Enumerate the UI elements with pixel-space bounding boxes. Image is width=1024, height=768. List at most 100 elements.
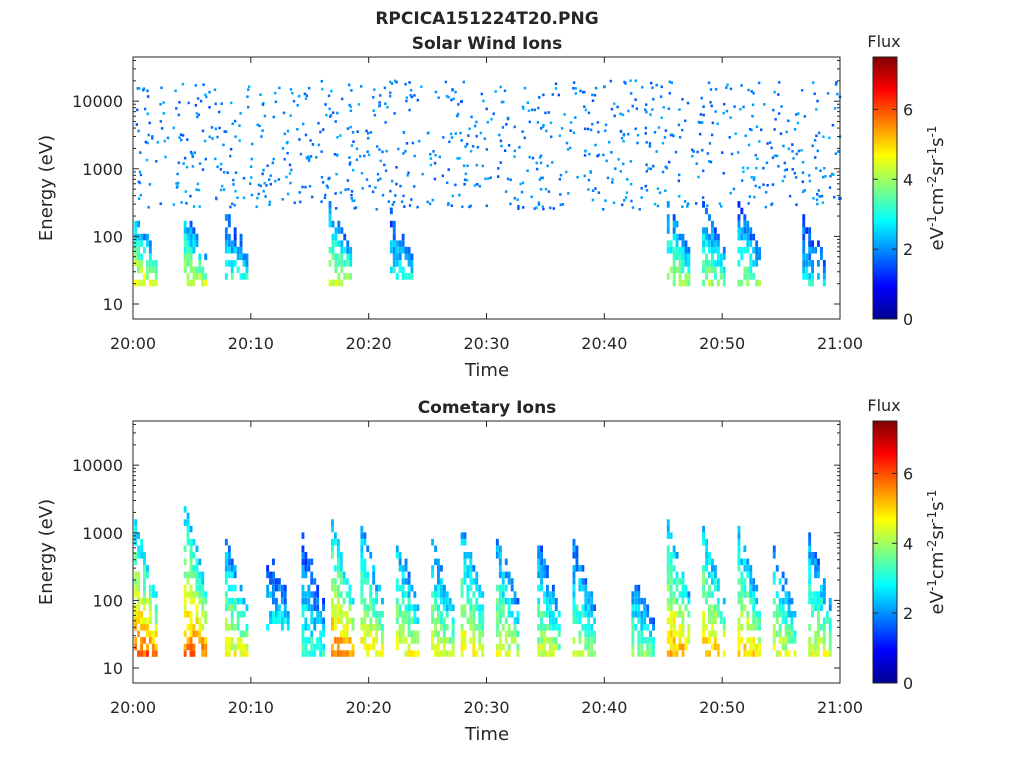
spectrogram-cell bbox=[650, 81, 653, 85]
spectrogram-cell bbox=[283, 591, 287, 598]
spectrogram-cell bbox=[281, 198, 284, 201]
spectrogram-cell bbox=[183, 240, 187, 247]
spectrogram-cell bbox=[336, 571, 340, 579]
spectrogram-cell bbox=[222, 143, 225, 147]
spectrogram-cell bbox=[808, 558, 812, 566]
spectrogram-cell bbox=[790, 611, 794, 618]
spectrogram-cell bbox=[392, 253, 396, 261]
spectrogram-cell bbox=[705, 650, 708, 657]
spectrogram-cell bbox=[372, 597, 376, 605]
spectrogram-cell bbox=[351, 624, 355, 631]
spectrogram-cell bbox=[772, 545, 776, 552]
spectrogram-cell bbox=[681, 266, 685, 274]
spectrogram-cell bbox=[557, 643, 561, 651]
colorbar-tick-label: 2 bbox=[903, 240, 913, 259]
spectrogram-cell bbox=[331, 604, 334, 611]
spectrogram-cell bbox=[781, 604, 785, 611]
spectrogram-cell bbox=[434, 630, 437, 638]
spectrogram-cell bbox=[440, 597, 443, 605]
spectrogram-cell bbox=[684, 637, 688, 644]
spectrogram-cell bbox=[448, 140, 451, 144]
spectrogram-cell bbox=[755, 246, 759, 254]
spectrogram-cell bbox=[448, 637, 452, 644]
spectrogram-cell bbox=[469, 571, 473, 579]
spectrogram-cell bbox=[245, 604, 249, 611]
spectrogram-cell bbox=[239, 584, 243, 592]
spectrogram-cell bbox=[740, 279, 744, 287]
spectrogram-cell bbox=[702, 617, 705, 624]
spectrogram-cell bbox=[301, 630, 305, 638]
spectrogram-cell bbox=[404, 617, 408, 624]
spectrogram-cell bbox=[307, 624, 311, 631]
spectrogram-cell bbox=[140, 253, 143, 261]
spectrogram-cell bbox=[224, 233, 228, 241]
spectrogram-cell bbox=[198, 273, 202, 280]
spectrogram-cell bbox=[333, 611, 337, 618]
spectrogram-cell bbox=[404, 253, 408, 261]
spectrogram-cell bbox=[307, 637, 311, 644]
x-axis-label: Time bbox=[464, 724, 509, 745]
spectrogram-cell bbox=[669, 643, 673, 651]
spectrogram-cell bbox=[186, 138, 189, 141]
spectrogram-cell bbox=[296, 104, 299, 107]
spectrogram-cell bbox=[737, 552, 741, 559]
spectrogram-cell bbox=[811, 591, 814, 598]
spectrogram-cell bbox=[737, 220, 741, 228]
spectrogram-cell bbox=[472, 650, 476, 657]
spectrogram-cell bbox=[434, 558, 437, 566]
spectrogram-cell bbox=[523, 136, 526, 140]
spectrogram-cell bbox=[381, 643, 384, 651]
spectrogram-cell bbox=[551, 611, 555, 618]
spectrogram-cell bbox=[681, 571, 685, 579]
spectrogram-cell bbox=[224, 214, 228, 221]
spectrogram-cell bbox=[189, 253, 193, 261]
spectrogram-cell bbox=[549, 637, 552, 644]
spectrogram-cell bbox=[652, 637, 655, 644]
spectrogram-cell bbox=[498, 617, 502, 624]
spectrogram-cell bbox=[242, 597, 246, 605]
spectrogram-cell bbox=[142, 87, 146, 90]
spectrogram-cell bbox=[232, 183, 235, 186]
spectrogram-cell bbox=[623, 199, 626, 202]
spectrogram-cell bbox=[208, 90, 211, 94]
spectrogram-cell bbox=[782, 144, 785, 148]
spectrogram-cell bbox=[366, 578, 370, 585]
spectrogram-cell bbox=[463, 182, 466, 186]
spectrogram-cell bbox=[771, 183, 775, 186]
spectrogram-cell bbox=[230, 565, 234, 572]
spectrogram-cell bbox=[495, 643, 499, 651]
spectrogram-cell bbox=[313, 578, 317, 585]
spectrogram-cell bbox=[140, 624, 143, 631]
spectrogram-cell bbox=[236, 266, 240, 274]
spectrogram-cell bbox=[369, 131, 373, 134]
spectrogram-cell bbox=[640, 617, 644, 624]
spectrogram-cell bbox=[427, 131, 430, 135]
spectrogram-cell bbox=[822, 175, 825, 179]
spectrogram-cell bbox=[713, 266, 717, 274]
spectrogram-cell bbox=[230, 584, 234, 592]
spectrogram-cell bbox=[678, 246, 682, 254]
spectrogram-cell bbox=[328, 246, 332, 254]
spectrogram-cell bbox=[737, 578, 741, 585]
spectrogram-cell bbox=[136, 108, 139, 112]
spectrogram-cell bbox=[189, 643, 193, 651]
spectrogram-cell bbox=[504, 584, 508, 592]
spectrogram-cell bbox=[499, 85, 502, 89]
spectrogram-cell bbox=[401, 233, 405, 241]
spectrogram-cell bbox=[342, 637, 346, 644]
spectrogram-cell bbox=[239, 240, 243, 247]
spectrogram-cell bbox=[178, 136, 181, 139]
spectrogram-cell bbox=[183, 156, 187, 160]
spectrogram-cell bbox=[469, 149, 473, 153]
spectrogram-cell bbox=[331, 111, 335, 114]
spectrogram-cell bbox=[334, 240, 338, 247]
spectrogram-cell bbox=[351, 617, 355, 624]
spectrogram-cell bbox=[583, 90, 586, 94]
spectrogram-cell bbox=[611, 178, 614, 181]
spectrogram-cell bbox=[737, 545, 741, 552]
spectrogram-cell bbox=[286, 129, 290, 133]
spectrogram-cell bbox=[587, 597, 591, 605]
spectrogram-cell bbox=[643, 604, 647, 611]
spectrogram-cell bbox=[649, 650, 652, 657]
spectrogram-cell bbox=[737, 525, 741, 533]
